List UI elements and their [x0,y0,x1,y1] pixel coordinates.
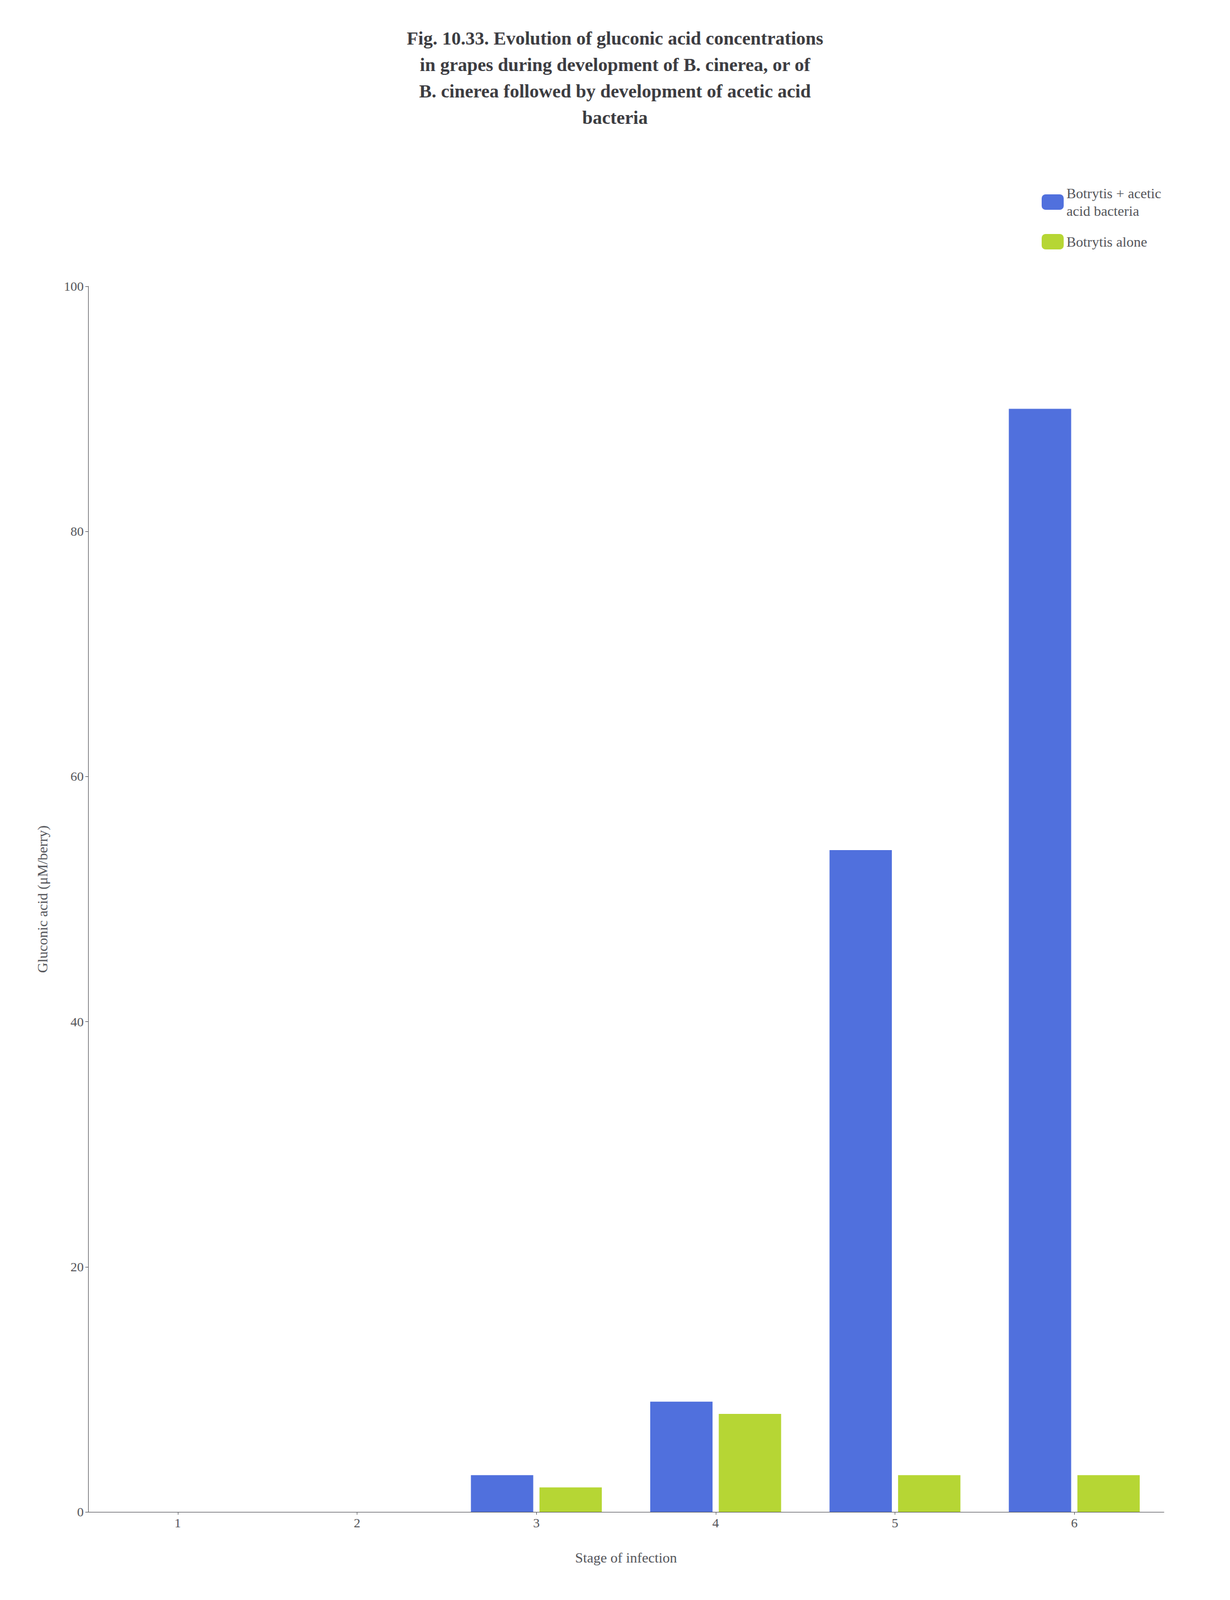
svg-text:80: 80 [70,524,84,539]
svg-text:Botrytis alone: Botrytis alone [1066,233,1148,250]
svg-text:2: 2 [354,1515,361,1531]
svg-text:0: 0 [77,1504,84,1520]
svg-text:B. cinerea followed by develop: B. cinerea followed by development of ac… [418,80,811,102]
svg-text:in grapes during development o: in grapes during development of B. ciner… [420,54,812,75]
svg-text:acid bacteria: acid bacteria [1066,203,1140,220]
svg-text:bacteria: bacteria [582,107,649,128]
svg-text:60: 60 [70,769,84,784]
svg-text:1: 1 [174,1515,182,1531]
svg-text:Stage of infection: Stage of infection [575,1549,678,1566]
svg-text:100: 100 [63,279,84,294]
svg-text:3: 3 [532,1515,540,1531]
svg-text:6: 6 [1070,1515,1078,1531]
svg-text:Botrytis + acetic: Botrytis + acetic [1066,185,1162,202]
svg-text:Gluconic acid (μM/berry): Gluconic acid (μM/berry) [34,825,51,973]
svg-text:40: 40 [70,1014,84,1030]
svg-text:5: 5 [891,1515,899,1531]
svg-text:20: 20 [70,1259,84,1275]
svg-text:4: 4 [712,1515,720,1531]
svg-text:Fig. 10.33. Evolution of gluco: Fig. 10.33. Evolution of gluconic acid c… [406,28,824,49]
